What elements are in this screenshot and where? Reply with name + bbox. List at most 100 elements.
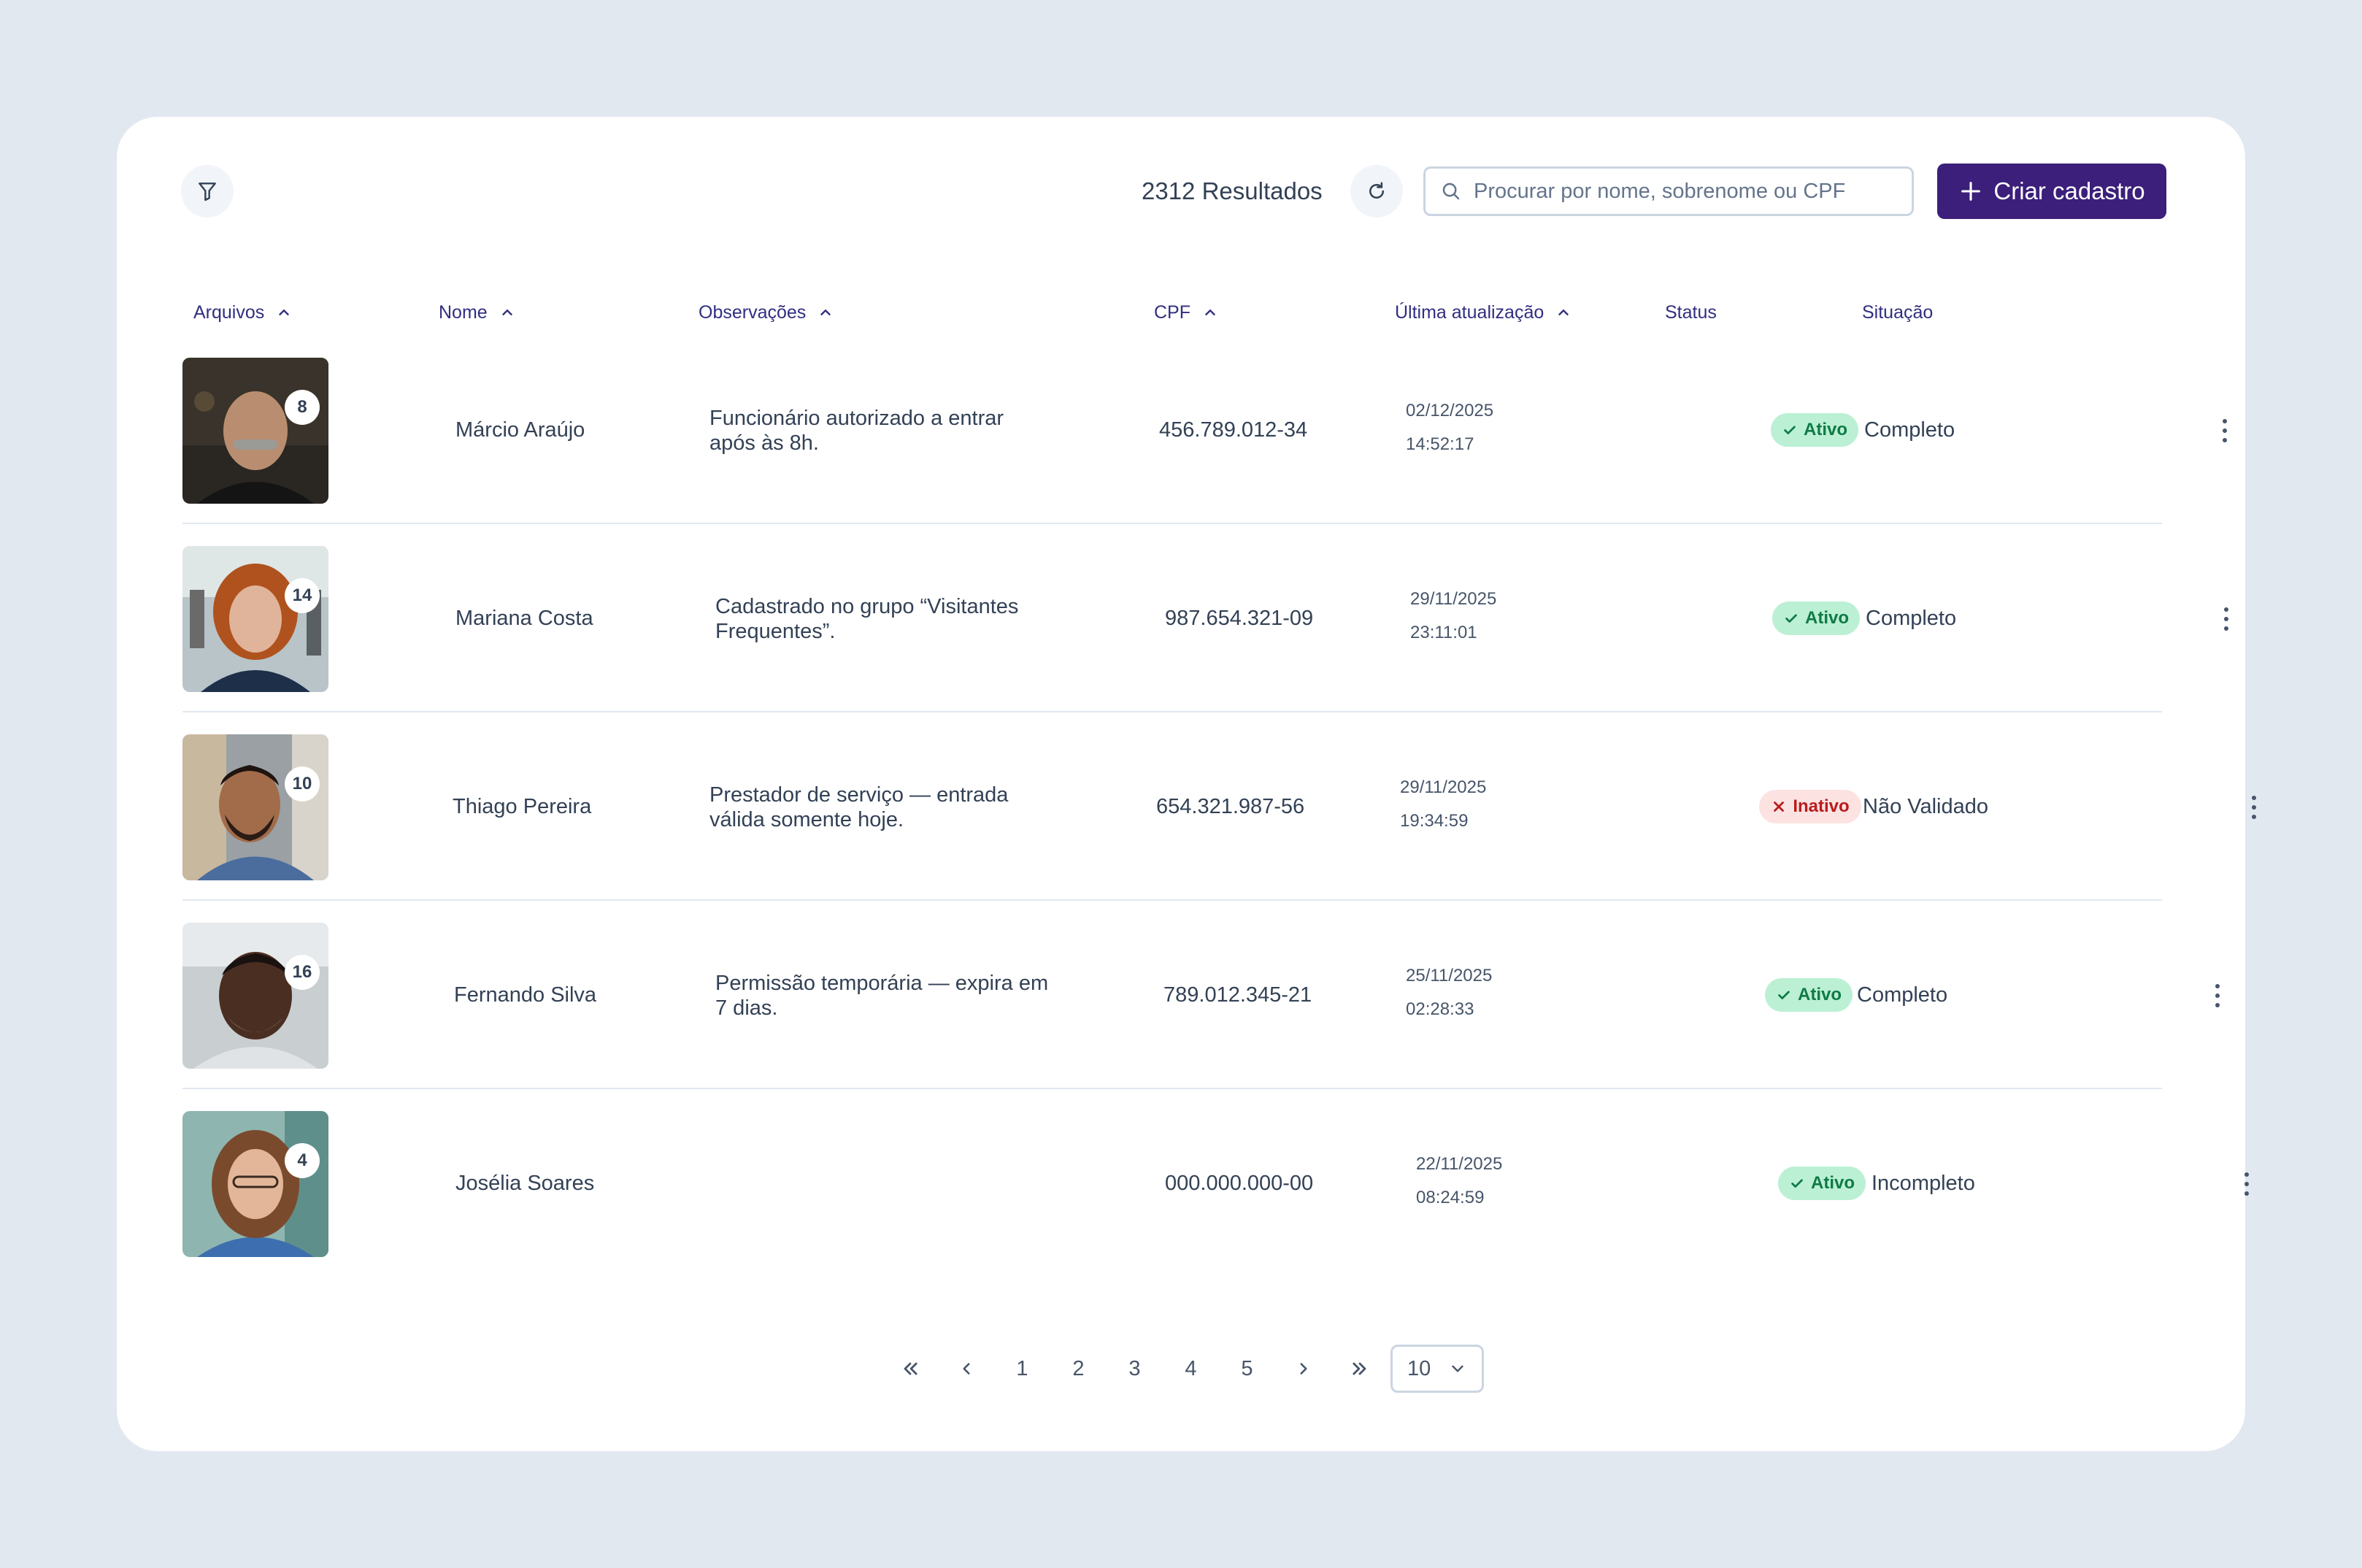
- page-2-button[interactable]: 2: [1072, 1356, 1085, 1380]
- page-5-button[interactable]: 5: [1241, 1356, 1253, 1380]
- status-badge: Ativo: [1778, 1167, 1866, 1200]
- row-date: 02/12/2025: [1406, 401, 1494, 420]
- row-divider: [182, 899, 2162, 901]
- chevron-right-icon: [1299, 1363, 1307, 1375]
- column-header-updated[interactable]: Última atualização: [1395, 301, 1572, 324]
- chevron-up-icon: [279, 309, 289, 315]
- files-count-badge: 4: [285, 1143, 320, 1178]
- row-updated: 02/12/2025 14:52:17: [1406, 394, 1493, 461]
- row-time: 14:52:17: [1406, 434, 1474, 454]
- row-time: 23:11:01: [1410, 623, 1477, 642]
- page-size-value: 10: [1407, 1356, 1431, 1380]
- avatar[interactable]: 14: [182, 546, 328, 692]
- row-situation: Completo: [1857, 983, 1948, 1007]
- row-notes: Prestador de serviço — entrada válida so…: [709, 783, 1009, 831]
- status-badge: Ativo: [1771, 413, 1858, 447]
- create-button-label: Criar cadastro: [1993, 177, 2145, 204]
- column-label: Última atualização: [1395, 302, 1544, 323]
- search-box[interactable]: [1423, 166, 1914, 216]
- x-icon: [1774, 802, 1785, 812]
- page-4-button[interactable]: 4: [1185, 1356, 1197, 1380]
- double-chevron-right-icon: [1352, 1362, 1366, 1375]
- more-options-icon[interactable]: [2239, 1169, 2254, 1199]
- row-name: Josélia Soares: [455, 1172, 595, 1195]
- status-label: Ativo: [1798, 985, 1842, 1004]
- avatar[interactable]: 8: [182, 358, 328, 504]
- files-count-badge: 14: [285, 578, 320, 613]
- row-cpf: 987.654.321-09: [1165, 607, 1314, 630]
- filter-button[interactable]: [181, 165, 234, 218]
- row-situation: Completo: [1864, 418, 1955, 442]
- refresh-button[interactable]: [1350, 165, 1403, 218]
- status-badge: Ativo: [1765, 978, 1853, 1012]
- create-registration-button[interactable]: Criar cadastro: [1937, 164, 2166, 219]
- avatar[interactable]: 4: [182, 1111, 328, 1257]
- avatar[interactable]: 10: [182, 734, 328, 880]
- previous-page-button[interactable]: [938, 1345, 994, 1393]
- row-notes: Cadastrado no grupo “Visitantes Frequent…: [715, 595, 1019, 643]
- column-header-situation: Situação: [1862, 301, 1933, 324]
- status-label: Ativo: [1804, 420, 1847, 439]
- page-1-button[interactable]: 1: [1016, 1356, 1028, 1380]
- table-row[interactable]: 16 Fernando Silva Permissão temporária —…: [182, 901, 2220, 1089]
- status-label: Ativo: [1805, 608, 1849, 628]
- row-date: 29/11/2025: [1400, 777, 1487, 797]
- table-row[interactable]: 14 Mariana Costa Cadastrado no grupo “Vi…: [182, 524, 2228, 712]
- row-updated: 29/11/2025 19:34:59: [1400, 771, 1486, 838]
- row-date: 25/11/2025: [1406, 966, 1493, 985]
- row-time: 02:28:33: [1406, 999, 1474, 1019]
- registrations-card: 2312 Resultados Criar cadastro Arquivos …: [117, 117, 2256, 1451]
- row-updated: 25/11/2025 02:28:33: [1406, 959, 1492, 1026]
- last-page-button[interactable]: [1331, 1345, 1388, 1393]
- column-header-notes[interactable]: Observações: [699, 301, 834, 324]
- more-options-icon[interactable]: [2219, 604, 2234, 634]
- chevron-up-icon: [820, 309, 831, 315]
- row-date: 22/11/2025: [1416, 1154, 1503, 1174]
- search-input[interactable]: [1474, 179, 1897, 204]
- row-notes: Permissão temporária — expira em 7 dias.: [715, 972, 1049, 1020]
- files-count-badge: 10: [285, 766, 320, 802]
- more-options-icon[interactable]: [2247, 793, 2261, 822]
- status-badge: Ativo: [1772, 602, 1860, 635]
- column-header-status: Status: [1665, 301, 1717, 324]
- row-situation: Não Validado: [1863, 795, 1988, 818]
- row-situation: Completo: [1866, 607, 1957, 630]
- next-page-button[interactable]: [1275, 1345, 1331, 1393]
- page-size-select[interactable]: 10: [1390, 1345, 1484, 1393]
- plus-icon: [1961, 182, 1981, 201]
- row-time: 19:34:59: [1400, 811, 1469, 831]
- chevron-up-icon: [501, 309, 512, 315]
- column-header-name[interactable]: Nome: [439, 301, 515, 324]
- table-row[interactable]: 4 Josélia Soares 000.000.000-00 22/11/20…: [182, 1089, 2249, 1277]
- row-notes: Funcionário autorizado a entrar após às …: [709, 407, 1004, 455]
- row-date: 29/11/2025: [1410, 589, 1497, 609]
- row-name: Thiago Pereira: [453, 795, 592, 818]
- chevron-left-icon: [962, 1363, 970, 1375]
- avatar[interactable]: 16: [182, 923, 328, 1069]
- table-row[interactable]: 8 Márcio Araújo Funcionário autorizado a…: [182, 336, 2227, 524]
- filter-icon: [199, 182, 216, 201]
- column-header-cpf[interactable]: CPF: [1154, 301, 1218, 324]
- row-name: Fernando Silva: [454, 983, 597, 1007]
- column-label: Status: [1665, 302, 1717, 323]
- results-count: 2312 Resultados: [1142, 177, 1323, 204]
- row-cpf: 000.000.000-00: [1165, 1172, 1314, 1195]
- column-label: CPF: [1154, 302, 1190, 323]
- page-3-button[interactable]: 3: [1128, 1356, 1141, 1380]
- row-divider: [182, 1088, 2162, 1089]
- refresh-icon: [1369, 182, 1384, 199]
- column-label: Nome: [439, 302, 488, 323]
- check-icon: [1791, 1179, 1803, 1188]
- chevron-down-icon: [1452, 1365, 1463, 1372]
- row-situation: Incompleto: [1871, 1172, 1975, 1195]
- table-row[interactable]: 10 Thiago Pereira Prestador de serviço —…: [182, 712, 2256, 901]
- row-time: 08:24:59: [1416, 1188, 1485, 1207]
- more-options-icon[interactable]: [2217, 416, 2232, 445]
- column-label: Situação: [1862, 302, 1934, 323]
- first-page-button[interactable]: [882, 1345, 938, 1393]
- more-options-icon[interactable]: [2210, 981, 2225, 1010]
- row-updated: 29/11/2025 23:11:01: [1410, 583, 1496, 650]
- column-header-files[interactable]: Arquivos: [193, 301, 292, 324]
- pagination: 1 2 3 4 5 10: [882, 1345, 1484, 1393]
- row-divider: [182, 711, 2162, 712]
